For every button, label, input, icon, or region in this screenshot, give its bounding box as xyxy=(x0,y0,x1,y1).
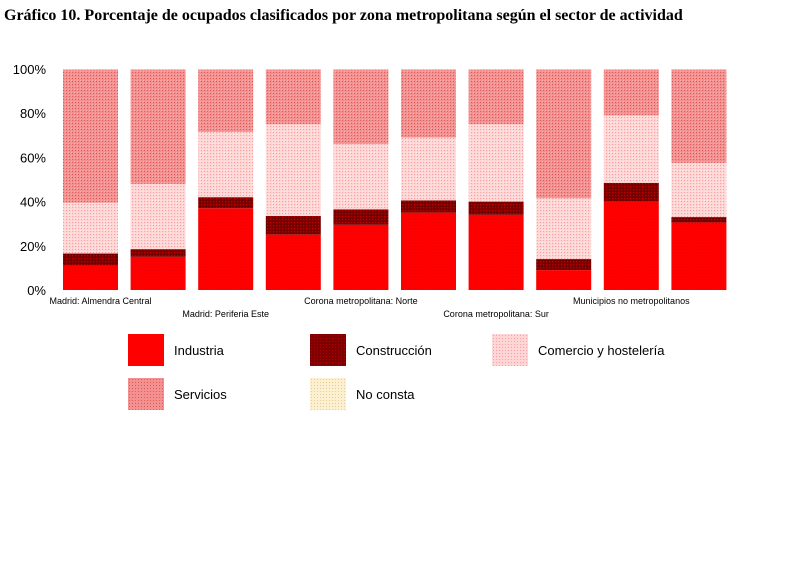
bar-segment-comercio xyxy=(63,202,118,254)
bars xyxy=(63,68,727,290)
bar-segment-comercio xyxy=(333,144,389,210)
bar-segment-industria xyxy=(130,256,186,290)
legend-item-servicios: Servicios xyxy=(128,377,227,411)
x-axis-labels: Madrid: Almendra Central Madrid: Periferi… xyxy=(49,296,690,319)
legend-swatch xyxy=(128,378,164,410)
x-category-label: Municipios no metropolitanos xyxy=(573,296,690,306)
bar-segment-comercio xyxy=(468,124,524,202)
bar-segment-construccion xyxy=(468,201,524,215)
legend-label: Construcción xyxy=(356,342,432,358)
x-category-label: Corona metropolitana: Sur xyxy=(443,309,549,319)
bar-segment-comercio xyxy=(536,198,592,260)
bar-segment-comercio xyxy=(401,137,456,201)
bar-segment-industria xyxy=(265,234,321,290)
legend-swatch xyxy=(310,378,346,410)
legend-item-industria: Industria xyxy=(128,333,224,367)
legend-swatch xyxy=(492,334,528,366)
bar-segment-comercio xyxy=(198,131,254,198)
x-category-label: Madrid: Almendra Central xyxy=(49,296,151,306)
chart-title: Gráfico 10. Porcentaje de ocupados clasi… xyxy=(4,7,683,24)
bar-segment-construccion xyxy=(333,209,389,225)
x-category-label: Madrid: Periferia Este xyxy=(182,309,269,319)
bar-segment-servicios xyxy=(198,69,254,132)
legend-label: No consta xyxy=(356,386,415,402)
x-category-label: Corona metropolitana: Norte xyxy=(304,296,418,306)
bar-segment-industria xyxy=(468,214,524,290)
bar-segment-comercio xyxy=(603,115,659,183)
bar-segment-construccion xyxy=(265,215,321,235)
legend-swatch xyxy=(310,334,346,366)
bar-segment-construccion xyxy=(63,253,118,266)
legend-label: Comercio y hostelería xyxy=(538,342,665,358)
bar-segment-construccion xyxy=(536,259,592,271)
bar-segment-servicios xyxy=(130,69,186,184)
bar-segment-construccion xyxy=(130,249,186,257)
bar-segment-industria xyxy=(333,224,389,290)
legend-swatch xyxy=(128,334,164,366)
bar-segment-comercio xyxy=(671,162,727,218)
y-axis-ticks: 0% 20% 40% 60% 80% 100% xyxy=(13,62,47,298)
bar-segment-servicios xyxy=(265,69,321,125)
legend: Industria Construcción Comercio y hosteler… xyxy=(128,333,708,413)
y-tick-label: 40% xyxy=(20,195,46,210)
bar-segment-servicios xyxy=(536,69,592,199)
legend-item-comercio: Comercio y hostelería xyxy=(492,333,664,367)
bar-segment-servicios xyxy=(401,69,456,138)
bar-segment-construccion xyxy=(671,217,727,223)
bar-segment-industria xyxy=(401,212,456,290)
y-tick-label: 60% xyxy=(20,150,46,165)
bar-segment-industria xyxy=(671,222,727,290)
y-tick-label: 80% xyxy=(20,106,46,121)
legend-item-no_consta: No consta xyxy=(310,377,415,411)
bar-segment-construccion xyxy=(603,182,659,202)
bar-segment-servicios xyxy=(603,69,659,116)
bar-segment-comercio xyxy=(130,183,186,250)
legend-label: Industria xyxy=(174,342,224,358)
bar-segment-comercio xyxy=(265,124,321,216)
bar-segment-servicios xyxy=(671,69,727,163)
stacked-bar-chart: 0% 20% 40% 60% 80% 100% Madrid: Almendra Cent… xyxy=(13,62,727,319)
bar-segment-industria xyxy=(63,265,118,290)
bar-segment-servicios xyxy=(333,69,389,145)
legend-item-construccion: Construcción xyxy=(310,333,432,367)
bar-segment-industria xyxy=(536,270,592,290)
bar-segment-servicios xyxy=(468,69,524,125)
y-tick-label: 0% xyxy=(27,283,46,298)
y-tick-label: 20% xyxy=(20,239,46,254)
bar-segment-industria xyxy=(603,201,659,290)
y-tick-label: 100% xyxy=(13,62,47,77)
bar-segment-construccion xyxy=(198,197,254,209)
bar-segment-industria xyxy=(198,208,254,290)
legend-label: Servicios xyxy=(174,386,227,402)
bar-segment-servicios xyxy=(63,69,118,203)
bar-segment-construccion xyxy=(401,200,456,213)
